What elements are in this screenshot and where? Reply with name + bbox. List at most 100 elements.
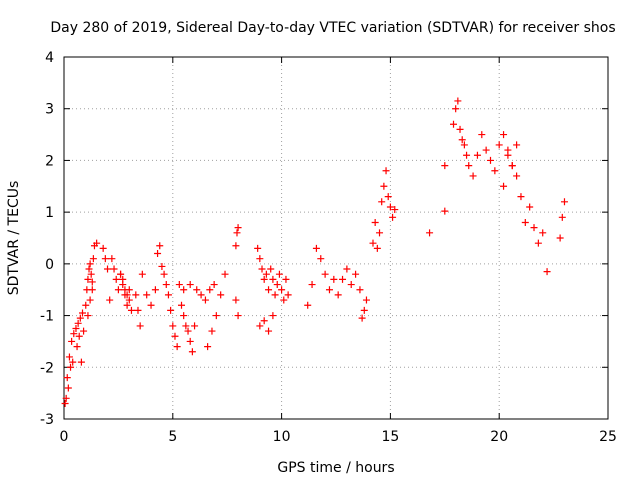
data-point [513,172,521,180]
data-point [500,131,508,139]
data-point [89,255,97,263]
data-point [93,239,101,247]
data-point [386,203,394,211]
data-point [256,255,264,263]
data-point [373,244,381,252]
data-point [119,275,127,283]
data-point [132,291,140,299]
data-point [110,265,118,273]
data-point [184,327,192,335]
data-point [463,151,471,159]
data-point [265,327,273,335]
data-point [426,229,434,237]
x-tick-label: 0 [60,429,69,445]
data-point [325,286,333,294]
data-point [513,141,521,149]
data-point [74,319,82,327]
x-tick-label: 20 [490,429,508,445]
x-tick-label: 5 [168,429,177,445]
data-point [106,296,114,304]
data-point [108,255,116,263]
data-point [267,265,275,273]
data-point [269,312,277,320]
data-point [158,262,166,270]
data-point [88,286,96,294]
y-tick-label: 2 [45,153,54,169]
data-point [186,337,194,345]
y-tick-label: -3 [40,412,54,428]
y-tick-label: 3 [45,102,54,118]
data-point [304,301,312,309]
y-tick-label: -2 [40,360,54,376]
data-point [88,278,96,286]
y-axis: -3 -2 -1 0 1 2 3 4 [40,50,608,428]
data-point [69,358,77,366]
data-point [376,229,384,237]
data-point [450,120,458,128]
y-tick-label: 0 [45,257,54,273]
data-point [114,286,122,294]
data-point [151,286,159,294]
data-point [358,314,366,322]
data-point [78,309,86,317]
data-point [269,275,277,283]
data-points [61,97,568,407]
data-point [256,322,264,330]
data-point [186,281,194,289]
data-point [362,296,370,304]
data-point [456,125,464,133]
data-point [556,234,564,242]
x-axis: 0 5 10 15 20 25 [60,57,617,445]
data-point [164,291,172,299]
data-point [180,312,188,320]
data-point [84,275,92,283]
data-point [321,270,329,278]
data-point [486,156,494,164]
data-point [143,291,151,299]
data-point [233,229,241,237]
data-point [204,343,212,351]
data-point [495,141,503,149]
data-point [521,218,529,226]
data-point [147,301,155,309]
data-point [347,281,355,289]
data-point [210,281,218,289]
data-point [72,325,80,332]
data-point [378,198,386,206]
data-point [452,105,460,113]
data-point [473,151,481,159]
data-point [80,327,88,335]
data-point [123,301,131,309]
data-point [360,306,368,314]
data-point [206,286,214,294]
x-tick-label: 15 [381,429,399,445]
data-point [482,146,490,154]
data-point [169,322,177,330]
data-point [508,162,516,170]
data-point [101,255,109,263]
data-point [84,312,92,320]
data-point [469,172,477,180]
data-point [75,332,83,340]
data-point [117,270,125,278]
data-point [254,244,262,252]
data-point [517,193,525,201]
data-point [369,239,377,247]
data-point [539,229,547,237]
data-point [65,353,73,361]
data-point [504,146,512,154]
data-point [73,343,81,351]
x-axis-label: GPS time / hours [277,460,394,476]
data-point [558,213,566,221]
data-point [154,250,162,258]
data-point [197,291,205,299]
data-point [67,363,75,371]
data-point [543,268,551,276]
y-tick-label: -1 [40,309,54,325]
plot-frame [63,56,609,420]
data-point [317,255,325,263]
data-point [160,270,168,278]
data-point [68,337,76,345]
data-point [208,327,216,335]
data-point [62,394,70,402]
